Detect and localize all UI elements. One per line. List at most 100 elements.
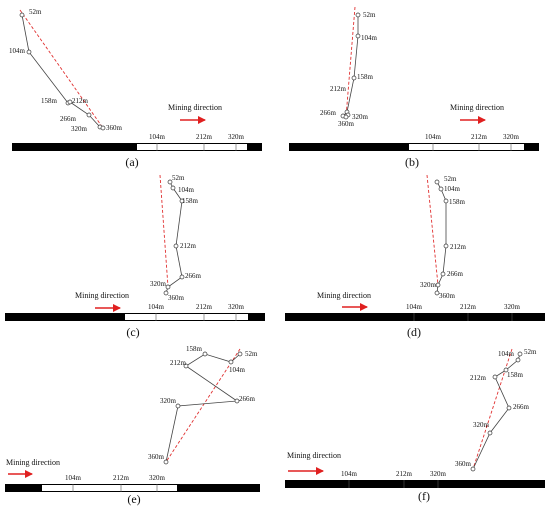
- scale-bar-black: [285, 313, 545, 321]
- measurement-point: [100, 125, 106, 131]
- borehole-profile-line: [21, 14, 104, 129]
- point-depth-label: 212m: [470, 374, 487, 382]
- measurement-point: [343, 114, 349, 120]
- measurement-point: [167, 179, 173, 185]
- measurement-point: [19, 12, 25, 18]
- panel-b: 104m 212m 320m Mining direction 52m 104m 158m 2…: [289, 6, 539, 169]
- point-depth-label: 158m: [41, 97, 58, 105]
- measurement-point: [179, 198, 185, 204]
- scale-tick-label: 212m: [396, 470, 413, 478]
- measurement-point: [163, 459, 169, 465]
- mining-direction-label: Mining direction: [6, 458, 60, 467]
- point-depth-label: 52m: [245, 350, 258, 358]
- measurement-point: [434, 290, 440, 296]
- point-depth-label: 104m: [498, 350, 515, 358]
- measurement-point: [228, 359, 234, 365]
- measurement-point: [503, 367, 509, 373]
- point-depth-label: 52m: [524, 348, 537, 356]
- point-depth-label: 212m: [330, 85, 347, 93]
- measurement-point: [183, 363, 189, 369]
- point-depth-label: 104m: [9, 47, 26, 55]
- point-depth-label: 158m: [182, 197, 199, 205]
- point-depth-label: 52m: [363, 11, 376, 19]
- mining-direction-label: Mining direction: [168, 103, 222, 112]
- point-depth-label: 52m: [444, 175, 457, 183]
- panel-f: 104m 212m 320m Mining direction 52m 104m 158m 2…: [285, 348, 545, 503]
- measurement-point: [173, 243, 179, 249]
- scale-tick-label: 104m: [406, 303, 423, 311]
- scale-bar-white-segment: [409, 144, 524, 150]
- scale-bar-white-segment: [137, 144, 247, 150]
- borehole-profile-line: [341, 15, 359, 118]
- point-depth-label: 212m: [450, 243, 467, 251]
- panel-a: 104m 212m 320m Mining direction 52m 104m 158m 2…: [9, 8, 262, 169]
- measurement-point: [440, 271, 446, 277]
- scale-tick-label: 320m: [430, 470, 447, 478]
- measurement-point: [234, 398, 240, 404]
- point-depth-label: 320m: [352, 113, 369, 121]
- panel-caption: (b): [405, 155, 419, 169]
- measurement-point: [515, 357, 521, 363]
- borehole-profile-line: [165, 181, 183, 294]
- point-depth-label: 158m: [357, 73, 374, 81]
- scale-tick-label: 212m: [196, 303, 213, 311]
- scale-tick-label: 212m: [460, 303, 477, 311]
- dashed-reference-line: [159, 174, 169, 288]
- panel-caption: (c): [126, 325, 139, 339]
- point-depth-label: 360m: [455, 460, 472, 468]
- point-depth-label: 360m: [338, 120, 355, 128]
- measurement-point: [434, 179, 440, 185]
- scale-bar-black: [285, 480, 545, 488]
- scale-tick-label: 320m: [503, 133, 520, 141]
- mining-direction-label: Mining direction: [450, 103, 504, 112]
- measurement-point: [506, 405, 512, 411]
- scale-tick-label: 212m: [471, 133, 488, 141]
- point-depth-label: 212m: [72, 97, 89, 105]
- measurement-point: [355, 33, 361, 39]
- measurement-point: [435, 282, 441, 288]
- measurement-point: [492, 374, 498, 380]
- point-depth-label: 104m: [361, 34, 378, 42]
- mining-direction-label: Mining direction: [75, 291, 129, 300]
- scale-tick-label: 104m: [341, 470, 358, 478]
- panel-caption: (d): [407, 325, 421, 339]
- point-depth-label: 104m: [229, 366, 246, 374]
- point-depth-label: 360m: [148, 453, 165, 461]
- dashed-reference-line: [426, 174, 439, 286]
- measurement-point: [202, 351, 208, 357]
- point-depth-label: 52m: [29, 8, 42, 16]
- scale-tick-label: 104m: [65, 474, 82, 482]
- point-depth-label: 320m: [473, 421, 490, 429]
- measurement-point: [163, 290, 169, 296]
- panel-caption: (a): [125, 155, 138, 169]
- point-depth-label: 158m: [449, 198, 466, 206]
- measurement-point: [67, 99, 73, 105]
- borehole-profile-line: [436, 181, 447, 294]
- measurement-point: [86, 112, 92, 118]
- measurement-point: [438, 186, 444, 192]
- measurement-point: [165, 284, 171, 290]
- point-depth-label: 266m: [239, 395, 256, 403]
- point-depth-label: 266m: [320, 109, 337, 117]
- measurement-point: [355, 12, 361, 18]
- mining-direction-label: Mining direction: [287, 451, 341, 460]
- measurement-point: [517, 351, 523, 357]
- scale-tick-label: 104m: [425, 133, 442, 141]
- dashed-reference-line: [165, 348, 241, 463]
- point-depth-label: 158m: [507, 371, 524, 379]
- point-depth-label: 360m: [439, 292, 456, 300]
- point-depth-label: 320m: [71, 125, 88, 133]
- panel-e: 104m 212m 320m Mining direction 52m 104m 158m 2…: [5, 345, 260, 506]
- measurement-point: [170, 185, 176, 191]
- panel-caption: (f): [418, 489, 430, 503]
- scale-tick-label: 104m: [149, 133, 166, 141]
- point-depth-label: 360m: [106, 124, 123, 132]
- measurement-point: [175, 403, 181, 409]
- scale-tick-label: 212m: [113, 474, 130, 482]
- scale-tick-label: 320m: [149, 474, 166, 482]
- scale-tick-label: 212m: [196, 133, 213, 141]
- point-depth-label: 104m: [444, 185, 461, 193]
- measurement-point: [351, 75, 357, 81]
- point-depth-label: 52m: [172, 174, 185, 182]
